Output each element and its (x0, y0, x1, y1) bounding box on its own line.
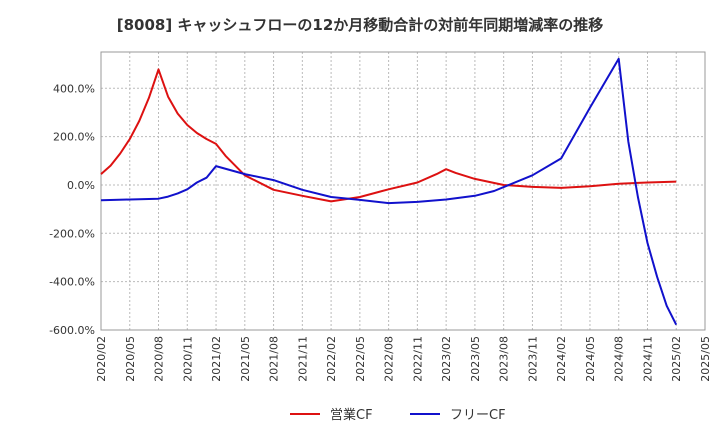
y-tick-label: 0.0% (67, 179, 95, 192)
x-tick-label: 2024/08 (613, 336, 626, 382)
series-line-0 (100, 68, 677, 203)
x-tick-label: 2023/05 (469, 336, 482, 382)
x-tick-label: 2023/11 (526, 336, 539, 382)
x-tick-label: 2021/08 (268, 336, 281, 382)
legend-label-0: 営業CF (330, 407, 373, 423)
x-tick-label: 2020/02 (95, 336, 108, 382)
x-axis-ticks: 2020/02 2020/05 2020/08 2020/11 2021/02 2021/… (95, 336, 712, 382)
x-tick-label: 2021/11 (296, 336, 309, 382)
plot-frame (100, 51, 706, 331)
x-tick-label: 2023/08 (498, 336, 511, 382)
x-tick-label: 2022/05 (354, 336, 367, 382)
x-tick-label: 2020/11 (181, 336, 194, 382)
x-tick-label: 2024/05 (584, 336, 597, 382)
x-tick-label: 2021/02 (210, 336, 223, 382)
x-tick-label: 2022/02 (325, 336, 338, 382)
x-tick-label: 2022/08 (383, 336, 396, 382)
x-tick-label: 2022/11 (411, 336, 424, 382)
x-tick-label: 2024/02 (555, 336, 568, 382)
y-axis-ticks: 400.0% 200.0% 0.0% -200.0% -400.0% -600.0% (49, 82, 95, 337)
x-tick-label: 2021/05 (239, 336, 252, 382)
y-tick-label: 200.0% (53, 131, 95, 144)
x-tick-label: 2020/08 (153, 336, 166, 382)
x-tick-label: 2024/11 (641, 336, 654, 382)
x-tick-label: 2025/05 (699, 336, 712, 382)
legend-label-1: フリーCF (450, 408, 506, 423)
x-tick-label: 2023/02 (440, 336, 453, 382)
x-tick-label: 2025/02 (670, 336, 683, 382)
series-layer (100, 57, 678, 326)
grid-layer (100, 52, 706, 331)
chart-title: [8008] キャッシュフローの12か月移動合計の対前年同期増減率の推移 (116, 16, 604, 34)
x-tick-label: 2020/05 (124, 336, 137, 382)
y-tick-label: 400.0% (53, 82, 95, 95)
series-line-1 (100, 57, 678, 326)
y-tick-label: -600.0% (49, 324, 95, 337)
y-tick-label: -200.0% (49, 227, 95, 240)
legend: 営業CF フリーCF (290, 407, 506, 423)
y-tick-label: -400.0% (49, 276, 95, 289)
